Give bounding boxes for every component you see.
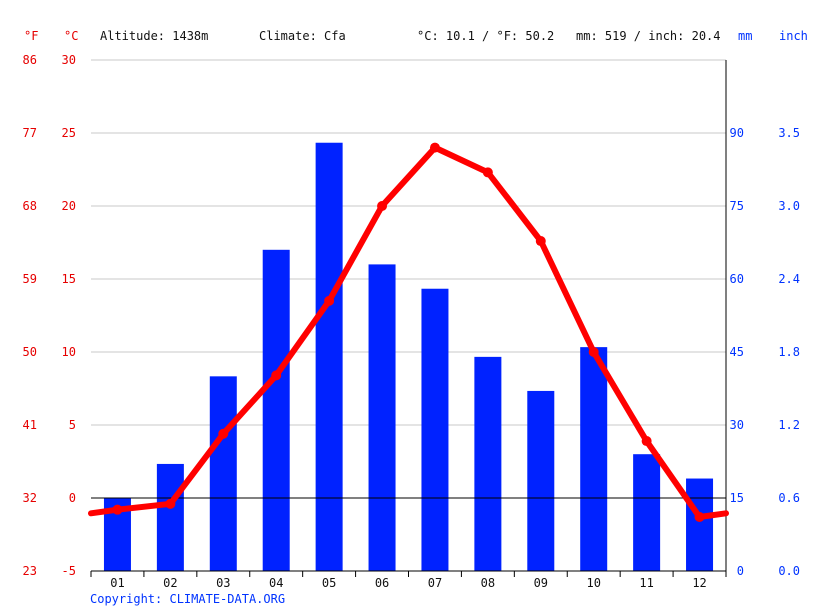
celsius-tick-label: 5 <box>69 418 76 432</box>
fahrenheit-tick-label: 32 <box>23 491 37 505</box>
month-tick-label: 05 <box>322 576 336 590</box>
celsius-tick-label: 25 <box>62 126 76 140</box>
mm-tick-label: 30 <box>730 418 744 432</box>
mm-tick-label: 45 <box>730 345 744 359</box>
inch-tick-label: 3.5 <box>778 126 800 140</box>
tick-labels: 01 02 03 04 05 06 07 08 09 10 11 12 23 -5 32 0 41 5 50 10 59… <box>23 53 800 590</box>
precipitation-bar <box>156 463 184 571</box>
inch-tick-label: 0.0 <box>778 564 800 578</box>
fahrenheit-tick-label: 86 <box>23 53 37 67</box>
temperature-point <box>271 370 282 381</box>
temperature-point <box>535 236 546 247</box>
month-tick-label: 03 <box>216 576 230 590</box>
fahrenheit-tick-label: 50 <box>23 345 37 359</box>
fahrenheit-tick-label: 77 <box>23 126 37 140</box>
month-tick-label: 04 <box>269 576 283 590</box>
month-tick-label: 07 <box>428 576 442 590</box>
inch-unit-label: inch <box>779 29 808 43</box>
month-tick-label: 08 <box>481 576 495 590</box>
copyright-text: Copyright: CLIMATE-DATA.ORG <box>90 592 285 606</box>
temperature-point <box>429 142 440 153</box>
chart-axes <box>90 60 727 577</box>
precipitation-bar <box>527 390 555 571</box>
inch-tick-label: 1.2 <box>778 418 800 432</box>
fahrenheit-unit-label: °F <box>24 29 38 43</box>
average-temperature-text: °C: 10.1 / °F: 50.2 <box>417 29 554 43</box>
temperature-line <box>88 142 729 522</box>
precipitation-bar <box>262 249 290 572</box>
temperature-point <box>641 436 652 447</box>
mm-tick-label: 60 <box>730 272 744 286</box>
total-precipitation-text: mm: 519 / inch: 20.4 <box>576 29 721 43</box>
inch-tick-label: 2.4 <box>778 272 800 286</box>
gridlines <box>91 59 726 499</box>
precipitation-bar <box>368 264 396 571</box>
precipitation-bar <box>209 376 237 571</box>
inch-tick-label: 0.6 <box>778 491 800 505</box>
precipitation-bar <box>686 478 714 571</box>
fahrenheit-tick-label: 59 <box>23 272 37 286</box>
inch-tick-label: 1.8 <box>778 345 800 359</box>
temperature-point <box>165 498 176 509</box>
celsius-tick-label: 30 <box>62 53 76 67</box>
mm-unit-label: mm <box>738 29 752 43</box>
mm-tick-label: 15 <box>730 491 744 505</box>
celsius-unit-label: °C <box>64 29 78 43</box>
celsius-tick-label: 0 <box>69 491 76 505</box>
temperature-line-path <box>88 144 729 520</box>
mm-tick-label: 75 <box>730 199 744 213</box>
celsius-tick-label: 10 <box>62 345 76 359</box>
precipitation-bars <box>103 142 714 572</box>
month-tick-label: 10 <box>586 576 600 590</box>
temperature-point <box>694 511 705 522</box>
temperature-point <box>482 167 493 178</box>
precipitation-bar <box>474 356 502 571</box>
fahrenheit-tick-label: 23 <box>23 564 37 578</box>
celsius-tick-label: 20 <box>62 199 76 213</box>
month-tick-label: 06 <box>375 576 389 590</box>
temperature-point <box>218 428 229 439</box>
precipitation-bar <box>580 347 608 571</box>
inch-tick-label: 3.0 <box>778 199 800 213</box>
climate-class-text: Climate: Cfa <box>259 29 346 43</box>
precipitation-bar <box>421 288 449 571</box>
precipitation-bar <box>633 454 661 571</box>
temperature-point <box>588 347 599 357</box>
mm-tick-label: 90 <box>730 126 744 140</box>
temperature-point <box>377 201 388 211</box>
month-tick-label: 02 <box>163 576 177 590</box>
fahrenheit-tick-label: 68 <box>23 199 37 213</box>
celsius-tick-label: -5 <box>62 564 76 578</box>
month-tick-label: 12 <box>692 576 706 590</box>
temperature-point <box>112 504 123 515</box>
precipitation-bar <box>315 142 343 571</box>
celsius-tick-label: 15 <box>62 272 76 286</box>
mm-tick-label: 0 <box>737 564 744 578</box>
temperature-point <box>324 295 335 306</box>
fahrenheit-tick-label: 41 <box>23 418 37 432</box>
month-tick-label: 09 <box>534 576 548 590</box>
month-tick-label: 01 <box>110 576 124 590</box>
altitude-text: Altitude: 1438m <box>100 29 208 43</box>
month-tick-label: 11 <box>639 576 653 590</box>
